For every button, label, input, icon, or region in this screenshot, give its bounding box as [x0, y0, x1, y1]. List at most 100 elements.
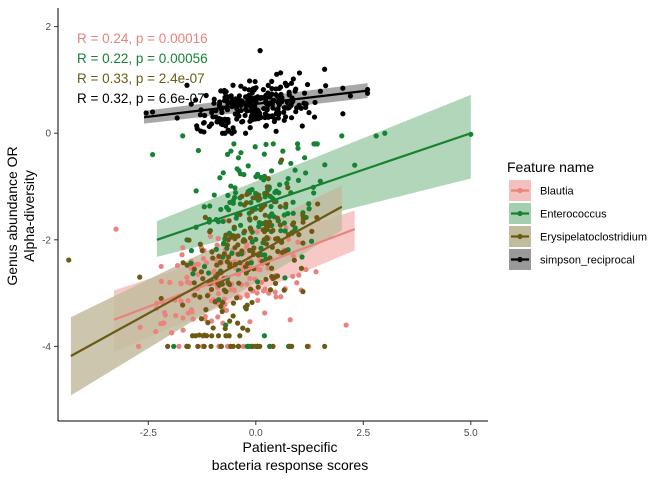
point-enterococcus: [232, 185, 238, 191]
point-blautia: [178, 280, 184, 286]
point-simpson_reciprocal: [323, 83, 329, 89]
point-erysipelatoclostridium: [158, 295, 164, 302]
axis-ticks: -2.5 0.0 2.5 5.0 -4 -2 0 2: [42, 22, 478, 439]
point-simpson_reciprocal: [203, 92, 209, 99]
legend-title: Feature name: [507, 159, 594, 175]
point-enterococcus: [268, 203, 274, 210]
point-blautia: [273, 294, 279, 300]
point-blautia: [195, 261, 201, 267]
point-simpson_reciprocal: [223, 123, 229, 129]
correlation-annotation: R = 0.32, p = 6.6e-07: [77, 91, 205, 106]
point-simpson_reciprocal: [184, 82, 190, 88]
point-enterococcus: [288, 160, 294, 167]
point-blautia: [343, 322, 349, 328]
point-erysipelatoclostridium: [231, 233, 237, 239]
point-simpson_reciprocal: [242, 86, 248, 92]
point-simpson_reciprocal: [209, 109, 215, 115]
point-enterococcus: [229, 250, 235, 256]
point-enterococcus: [303, 170, 309, 176]
point-enterococcus: [311, 190, 317, 196]
point-enterococcus: [295, 145, 301, 151]
legend-key-point: [517, 256, 523, 263]
point-erysipelatoclostridium: [247, 247, 253, 254]
y-axis-title-line1: Genus abundance OR: [4, 146, 20, 285]
point-enterococcus: [195, 147, 202, 154]
point-enterococcus: [285, 176, 291, 182]
point-blautia: [262, 310, 268, 316]
point-erysipelatoclostridium: [218, 303, 224, 310]
point-simpson_reciprocal: [248, 113, 255, 119]
point-simpson_reciprocal: [273, 92, 279, 98]
point-blautia: [215, 235, 221, 242]
legend-label: Blautia: [540, 186, 575, 198]
point-simpson_reciprocal: [244, 108, 250, 114]
point-blautia: [135, 343, 142, 349]
point-blautia: [254, 229, 260, 235]
point-erysipelatoclostridium: [208, 286, 215, 293]
point-erysipelatoclostridium: [291, 257, 297, 263]
point-erysipelatoclostridium: [208, 343, 214, 349]
point-simpson_reciprocal: [249, 90, 255, 96]
point-enterococcus: [278, 228, 284, 234]
point-erysipelatoclostridium: [244, 302, 250, 308]
point-erysipelatoclostridium: [263, 276, 269, 282]
point-erysipelatoclostridium: [214, 262, 220, 268]
point-erysipelatoclostridium: [193, 333, 199, 339]
point-blautia: [211, 270, 217, 276]
point-erysipelatoclostridium: [267, 287, 274, 293]
point-simpson_reciprocal: [250, 86, 256, 92]
point-erysipelatoclostridium: [240, 325, 246, 331]
point-simpson_reciprocal: [340, 85, 346, 91]
point-erysipelatoclostridium: [245, 327, 251, 333]
point-erysipelatoclostridium: [265, 176, 271, 182]
point-erysipelatoclostridium: [249, 299, 255, 306]
point-enterococcus: [299, 254, 305, 260]
point-erysipelatoclostridium: [235, 320, 241, 326]
point-erysipelatoclostridium: [250, 195, 256, 201]
point-blautia: [287, 317, 293, 323]
point-blautia: [158, 263, 164, 270]
point-simpson_reciprocal: [234, 116, 240, 122]
point-erysipelatoclostridium: [285, 185, 291, 191]
point-erysipelatoclostridium: [217, 259, 223, 266]
point-erysipelatoclostridium: [137, 274, 143, 280]
point-enterococcus: [308, 238, 315, 244]
point-blautia: [185, 297, 191, 304]
point-simpson_reciprocal: [288, 115, 295, 121]
legend-key-point: [517, 233, 523, 240]
point-erysipelatoclostridium: [237, 333, 243, 339]
point-erysipelatoclostridium: [242, 228, 248, 234]
point-blautia: [190, 316, 196, 322]
regression-lines: [70, 89, 472, 357]
point-erysipelatoclostridium: [267, 255, 273, 261]
point-erysipelatoclostridium: [257, 206, 264, 213]
point-enterococcus: [218, 206, 224, 213]
point-blautia: [231, 287, 237, 293]
point-simpson_reciprocal: [286, 89, 292, 95]
point-erysipelatoclostridium: [270, 227, 276, 234]
point-erysipelatoclostridium: [210, 255, 216, 261]
point-simpson_reciprocal: [258, 94, 265, 101]
point-enterococcus: [352, 162, 358, 168]
point-simpson_reciprocal: [223, 89, 229, 95]
point-enterococcus: [306, 201, 312, 207]
y-tick-label: -4: [42, 342, 51, 353]
point-enterococcus: [256, 223, 262, 230]
point-erysipelatoclostridium: [225, 237, 231, 243]
point-simpson_reciprocal: [301, 100, 307, 106]
point-simpson_reciprocal: [264, 93, 270, 100]
point-simpson_reciprocal: [230, 82, 236, 88]
point-blautia: [272, 289, 278, 295]
point-simpson_reciprocal: [365, 90, 371, 96]
point-enterococcus: [256, 220, 262, 226]
point-enterococcus: [211, 192, 217, 198]
point-blautia: [113, 226, 119, 232]
point-blautia: [174, 262, 181, 269]
point-erysipelatoclostridium: [257, 196, 263, 202]
y-tick-label: 2: [45, 22, 51, 33]
point-blautia: [158, 278, 164, 284]
point-simpson_reciprocal: [301, 90, 308, 96]
point-simpson_reciprocal: [245, 93, 251, 99]
y-tick-label: 0: [45, 129, 51, 140]
